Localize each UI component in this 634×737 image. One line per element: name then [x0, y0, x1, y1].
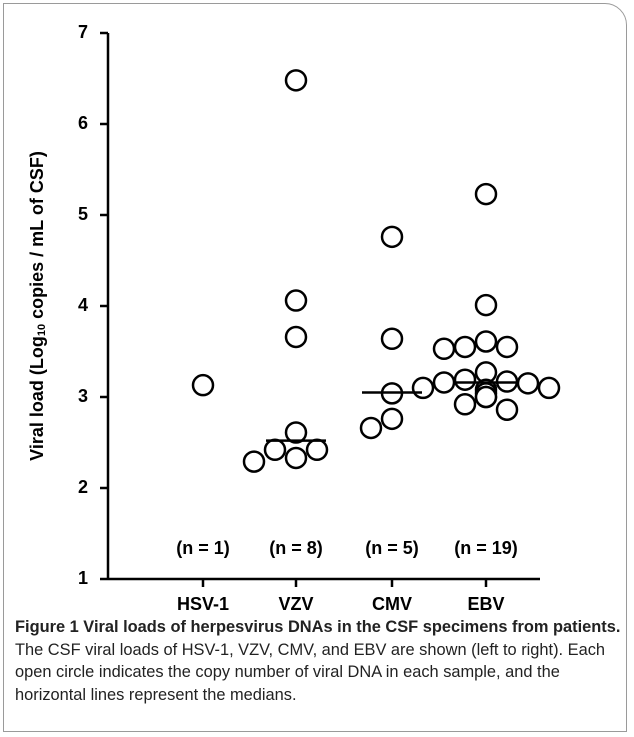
data-point: [474, 385, 498, 409]
data-point: [284, 446, 308, 470]
x-tick-label: VZV: [278, 594, 313, 610]
y-label-part: copies / mL of CSF): [27, 151, 47, 324]
data-point: [284, 421, 308, 444]
caption: Figure 1 Viral loads of herpesvirus DNAs…: [15, 616, 623, 706]
data-point: [284, 325, 308, 349]
data-point: [474, 293, 498, 317]
chart: Viral load (Log10 copies / mL of CSF) 1 2…: [27, 22, 561, 610]
y-axis-label: Viral load (Log10 copies / mL of CSF): [27, 151, 48, 461]
n-label: (n = 8): [269, 538, 323, 558]
caption-title: Figure 1 Viral loads of herpesvirus DNAs…: [15, 618, 621, 636]
y-tick-label: 6: [78, 113, 88, 133]
data-point: [453, 335, 477, 359]
data-point: [432, 337, 456, 361]
data-point: [516, 372, 540, 395]
y-label-part: Viral load (Log: [27, 336, 47, 461]
y-tick-label: 4: [78, 295, 88, 315]
data-point: [474, 330, 498, 353]
data-point: [380, 407, 404, 431]
data-point: [380, 327, 404, 351]
x-tick-label: HSV-1: [177, 594, 229, 610]
data-point: [432, 371, 456, 394]
data-point: [263, 438, 287, 462]
data-point: [284, 69, 308, 92]
data-point: [495, 398, 519, 421]
n-label: (n = 19): [454, 538, 518, 558]
y-tick-label: 1: [78, 568, 88, 588]
data-point: [537, 376, 561, 400]
data-point: [380, 225, 404, 249]
data-point: [359, 416, 383, 440]
y-tick-label: 2: [78, 477, 88, 497]
data-point: [453, 368, 477, 391]
y-tick-label: 3: [78, 386, 88, 406]
n-label: (n = 1): [176, 538, 230, 558]
data-point: [495, 335, 519, 359]
y-tick-label: 7: [78, 22, 88, 42]
data-point: [284, 289, 308, 312]
caption-text: The CSF viral loads of HSV-1, VZV, CMV, …: [15, 640, 606, 704]
n-label: (n = 5): [365, 538, 419, 558]
y-tick-label: 5: [78, 204, 88, 224]
data-point: [191, 373, 215, 397]
x-tick-label: CMV: [372, 594, 412, 610]
data-point: [453, 393, 477, 416]
y-label-subscript: 10: [36, 324, 48, 336]
frame: [3, 3, 627, 732]
data-point: [242, 450, 266, 473]
data-point: [474, 182, 498, 206]
data-point: [411, 376, 435, 400]
data-point: [305, 438, 329, 462]
x-tick-label: EBV: [467, 594, 504, 610]
